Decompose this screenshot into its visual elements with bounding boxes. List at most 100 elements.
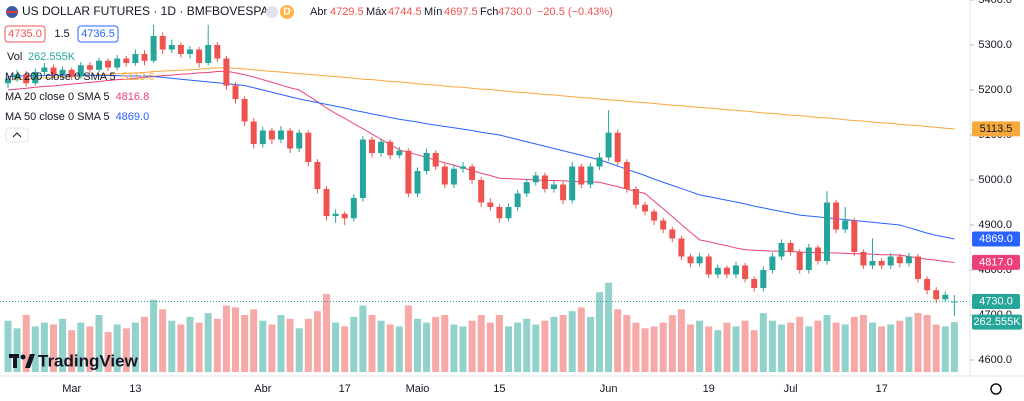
- volume-bar: [568, 311, 576, 372]
- candle-body: [314, 162, 321, 189]
- price-badge: 4730.0: [979, 295, 1013, 307]
- watermark: TradingView: [9, 351, 139, 370]
- volume-bar: [759, 313, 767, 372]
- settings-icon[interactable]: [990, 383, 1002, 395]
- volume-bar: [677, 309, 685, 372]
- volume-bar: [295, 328, 303, 372]
- price-badge-bg: [972, 294, 1020, 309]
- candle-body: [223, 58, 230, 86]
- volume-bar: [723, 322, 731, 372]
- candle-body: [678, 238, 685, 257]
- candle-body: [432, 153, 439, 167]
- volume-bar: [523, 318, 531, 372]
- volume-bar: [404, 305, 412, 372]
- volume-bar: [732, 326, 740, 372]
- candle-body: [896, 256, 903, 264]
- candle-body: [232, 85, 239, 99]
- candle-body: [460, 166, 466, 169]
- volume-bar: [323, 294, 330, 372]
- candle-body: [514, 193, 521, 207]
- volume-bar: [386, 324, 394, 372]
- ma-badge-bg: [972, 254, 1020, 270]
- volume-bar: [232, 307, 239, 372]
- bid-box[interactable]: [4, 25, 46, 43]
- candle-body: [623, 162, 630, 189]
- volume-bar: [86, 326, 94, 372]
- y-tick-label: 5400.0: [978, 0, 1012, 6]
- collapse-button[interactable]: [5, 127, 29, 143]
- volume-bar: [332, 322, 340, 372]
- volume-bar: [40, 322, 48, 372]
- candle-body: [487, 202, 494, 207]
- volume-bar: [514, 322, 522, 372]
- volume-bar: [905, 316, 913, 372]
- candle-body: [660, 220, 667, 230]
- volume-bar: [495, 315, 503, 372]
- x-tick-label: 17: [339, 383, 351, 395]
- candle-body: [423, 153, 430, 171]
- volume-bar: [605, 282, 613, 372]
- volume-bar: [13, 328, 21, 372]
- volume-name: Vol: [7, 51, 22, 63]
- candle-body: [341, 213, 348, 219]
- volume-bar: [423, 322, 431, 372]
- candle-body: [168, 45, 175, 50]
- ma-line: [7, 74, 955, 240]
- volume-bar: [696, 320, 704, 372]
- status-icon: [266, 6, 278, 18]
- x-tick-label: Abr: [254, 383, 271, 395]
- candle-body: [860, 252, 867, 266]
- candle-body: [378, 141, 385, 153]
- candle-body: [869, 261, 876, 266]
- candle-body: [241, 99, 248, 122]
- volume-bar: [577, 307, 585, 372]
- volume-bar: [304, 318, 312, 372]
- candle-body: [478, 180, 485, 203]
- volume-bar: [4, 320, 12, 372]
- candle-body: [687, 256, 694, 264]
- y-tick-label: 5300.0: [978, 39, 1012, 51]
- volume-value: 262.555K: [28, 51, 76, 63]
- candle-body: [141, 54, 148, 61]
- volume-bar: [650, 326, 658, 372]
- volume-bar: [459, 326, 467, 372]
- bid: 4735.0: [8, 28, 42, 40]
- candle-body: [50, 67, 57, 75]
- volume-bar: [687, 324, 694, 372]
- volume-bar: [350, 316, 358, 372]
- volume-bar: [632, 322, 640, 372]
- candle-body: [605, 132, 612, 158]
- candle-body: [296, 132, 303, 149]
- volume-bar: [778, 324, 785, 372]
- candle-body: [323, 189, 330, 216]
- volume-bar: [923, 315, 931, 372]
- candle-body: [842, 220, 849, 230]
- candle-body: [387, 141, 394, 156]
- volume-bar: [914, 313, 922, 372]
- volume-bar: [186, 316, 194, 372]
- candle-body: [887, 256, 894, 266]
- ma-value: 5113.6: [122, 71, 155, 83]
- volume-bar: [932, 324, 940, 372]
- volume-bar: [787, 322, 795, 372]
- volume-bar: [623, 315, 631, 372]
- volume-bar: [277, 315, 285, 372]
- volume-bar: [141, 316, 148, 372]
- candle-body: [569, 166, 576, 201]
- volume-bar: [95, 315, 103, 372]
- candle-body: [68, 69, 75, 77]
- y-tick-label: 5200.0: [978, 84, 1012, 96]
- volume-bar: [841, 324, 849, 372]
- y-tick-label: 5000.0: [978, 174, 1012, 186]
- ma-value: 4816.8: [116, 91, 150, 103]
- volume-bar: [377, 320, 385, 372]
- volume-badge-bg: [972, 314, 1022, 330]
- candle-body: [450, 168, 457, 185]
- ask-box[interactable]: [77, 25, 119, 43]
- volume-bar: [22, 315, 30, 372]
- candle-body: [77, 65, 84, 77]
- candle-body: [905, 256, 912, 264]
- candle-body: [787, 243, 794, 252]
- volume-bar: [486, 322, 494, 372]
